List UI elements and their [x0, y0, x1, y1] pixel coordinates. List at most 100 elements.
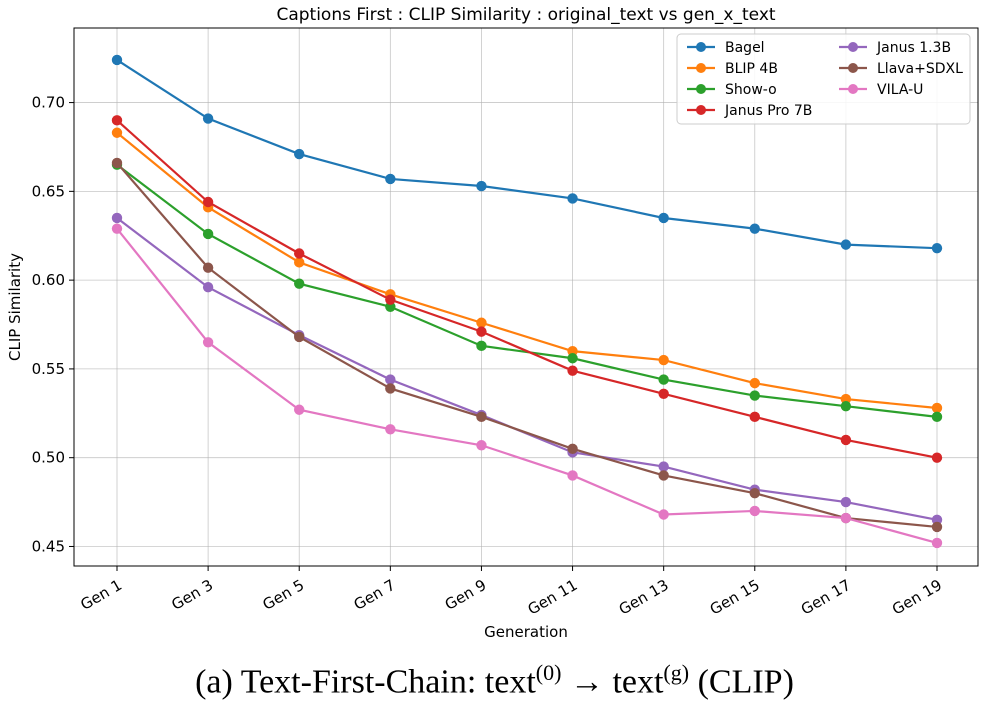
series-bagel — [111, 54, 943, 254]
series-line-vila-u — [116, 227, 938, 544]
data-point-bagel — [476, 180, 487, 192]
series-janus-pro-7b — [111, 115, 943, 463]
data-point-blip-4b — [294, 257, 305, 268]
line-chart: Captions First : CLIP Similarity : origi… — [6, 5, 979, 641]
y-axis-label: CLIP Similarity — [6, 253, 24, 361]
data-point-vila-u — [567, 470, 578, 481]
legend-swatch-marker-janus-pro-7b — [696, 105, 706, 115]
x-tick-label: Gen 3 — [168, 576, 216, 614]
x-tick-label: Gen 1 — [77, 576, 125, 614]
data-point-bagel — [202, 113, 214, 124]
legend-swatch-marker-blip-4b — [696, 63, 706, 73]
series-layer — [111, 54, 943, 549]
plot-frame — [73, 27, 979, 567]
figure-caption: (a) Text-First-Chain: text(0) → text(g) … — [0, 660, 989, 701]
data-point-show-o — [931, 411, 943, 423]
data-point-llava-sdxl — [111, 157, 123, 169]
caption-sup-0: (0) — [535, 660, 562, 685]
data-point-show-o — [840, 400, 852, 412]
data-point-janus-1-3b — [658, 461, 669, 472]
data-point-blip-4b — [111, 127, 123, 138]
data-point-show-o — [567, 353, 578, 364]
series-line-llava-sdxl — [116, 162, 938, 529]
data-point-janus-pro-7b — [931, 452, 943, 463]
series-show-o — [111, 159, 943, 423]
x-tick-label: Gen 15 — [707, 576, 763, 619]
series-line-blip-4b — [116, 131, 938, 410]
data-point-janus-pro-7b — [749, 411, 760, 423]
series-vila-u — [111, 223, 943, 549]
data-point-blip-4b — [931, 402, 943, 414]
data-point-vila-u — [749, 505, 760, 517]
data-point-vila-u — [476, 440, 487, 451]
chart-title: Captions First : CLIP Similarity : origi… — [276, 5, 775, 25]
caption-suffix: (CLIP) — [689, 663, 794, 701]
data-point-janus-1-3b — [111, 212, 123, 224]
data-point-show-o — [294, 278, 305, 289]
caption-arrow: → text — [561, 663, 664, 701]
x-tick-label: Gen 17 — [798, 576, 854, 619]
data-point-llava-sdxl — [476, 411, 487, 423]
y-tick-label: 0.65 — [32, 182, 65, 200]
x-tick-label: Gen 9 — [442, 576, 490, 614]
data-point-vila-u — [931, 537, 943, 549]
y-tick-label: 0.70 — [32, 94, 65, 112]
data-point-janus-pro-7b — [294, 248, 305, 259]
data-point-janus-1-3b — [840, 496, 852, 508]
data-point-llava-sdxl — [931, 521, 943, 533]
data-point-janus-pro-7b — [385, 294, 396, 305]
data-point-bagel — [749, 223, 760, 234]
data-point-blip-4b — [749, 377, 760, 389]
data-point-janus-pro-7b — [202, 196, 214, 208]
y-tick-label: 0.60 — [32, 271, 65, 289]
y-tick-label: 0.45 — [32, 537, 65, 555]
x-tick-label: Gen 19 — [889, 576, 945, 619]
data-point-blip-4b — [476, 317, 487, 328]
data-point-vila-u — [840, 512, 852, 524]
x-tick-label: Gen 11 — [525, 576, 581, 619]
data-point-vila-u — [111, 223, 123, 234]
data-point-llava-sdxl — [202, 262, 214, 273]
data-point-bagel — [931, 242, 943, 254]
y-tick-label: 0.50 — [32, 449, 65, 467]
data-point-llava-sdxl — [658, 470, 669, 481]
data-point-llava-sdxl — [749, 488, 760, 499]
ticks: Gen 1 Gen 3 Gen 5 Gen 7 Gen 9 Gen 11 Gen 13 Gen… — [32, 94, 945, 619]
legend-swatch-marker-janus-1-3b — [848, 42, 858, 52]
data-point-bagel — [567, 193, 578, 204]
series-blip-4b — [111, 127, 943, 414]
data-point-llava-sdxl — [385, 383, 396, 394]
data-point-bagel — [840, 239, 852, 250]
series-line-janus-pro-7b — [116, 119, 938, 459]
data-point-janus-pro-7b — [476, 326, 487, 337]
legend-swatch-marker-vila-u — [848, 84, 858, 94]
data-point-bagel — [658, 212, 669, 224]
legend-swatch-marker-llava-sdxl — [848, 63, 858, 73]
data-point-janus-pro-7b — [658, 388, 669, 399]
legend-label-janus-1-3b: Janus 1.3B — [876, 40, 951, 56]
series-line-bagel — [116, 59, 938, 250]
data-point-blip-4b — [658, 354, 669, 366]
data-point-janus-pro-7b — [111, 115, 123, 126]
data-point-bagel — [111, 54, 123, 66]
data-point-bagel — [294, 148, 305, 160]
legend-label-bagel: Bagel — [725, 40, 765, 56]
data-point-vila-u — [294, 404, 305, 415]
data-point-janus-1-3b — [202, 282, 214, 293]
x-axis-label: Generation — [484, 623, 568, 641]
data-point-show-o — [749, 390, 760, 401]
legend-label-blip-4b: BLIP 4B — [725, 61, 778, 77]
data-point-vila-u — [385, 424, 396, 435]
y-tick-label: 0.55 — [32, 360, 65, 378]
legend: Bagel BLIP 4B Show-o Janus Pro 7B Janus 1.3B… — [676, 33, 971, 125]
x-tick-label: Gen 5 — [260, 576, 308, 614]
legend-label-llava-sdxl: Llava+SDXL — [877, 61, 963, 77]
caption-sup-g: (g) — [663, 660, 690, 685]
x-tick-label: Gen 7 — [351, 576, 399, 614]
data-point-show-o — [658, 374, 669, 385]
legend-swatch-marker-show-o — [696, 84, 706, 94]
data-point-llava-sdxl — [567, 443, 578, 455]
grid — [74, 28, 978, 566]
data-point-vila-u — [202, 337, 214, 348]
data-point-janus-pro-7b — [840, 434, 852, 446]
